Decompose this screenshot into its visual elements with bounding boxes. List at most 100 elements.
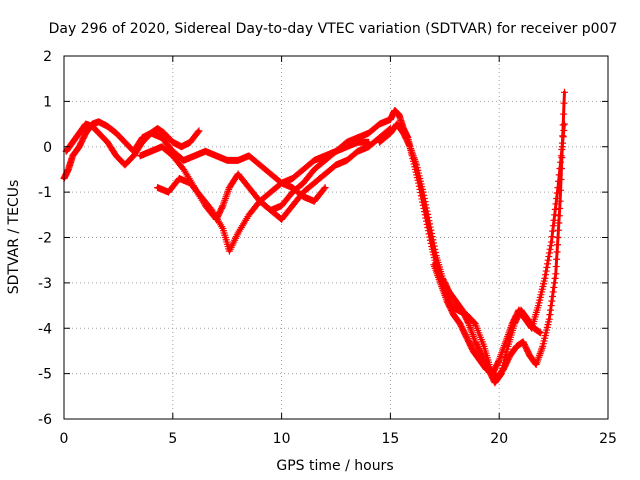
data-point bbox=[480, 353, 484, 357]
data-point bbox=[123, 140, 127, 144]
x-tick-label: 10 bbox=[273, 431, 291, 447]
data-point bbox=[378, 140, 382, 144]
data-point bbox=[247, 213, 251, 217]
x-tick-label: 25 bbox=[599, 431, 617, 447]
data-point bbox=[156, 186, 160, 190]
data-point bbox=[491, 372, 495, 376]
data-point bbox=[177, 177, 181, 181]
x-axis-label: GPS time / hours bbox=[276, 458, 393, 474]
data-point bbox=[182, 167, 186, 171]
data-point bbox=[334, 163, 338, 167]
data-point bbox=[482, 344, 486, 348]
data-point bbox=[171, 154, 175, 158]
data-point bbox=[345, 158, 349, 162]
data-point bbox=[114, 131, 118, 135]
data-point bbox=[162, 131, 166, 135]
data-point bbox=[473, 340, 477, 344]
y-tick-label: 1 bbox=[43, 94, 52, 110]
data-point bbox=[106, 140, 110, 144]
x-tick-label: 0 bbox=[60, 431, 69, 447]
data-point bbox=[258, 163, 262, 167]
data-point bbox=[227, 249, 231, 253]
data-point bbox=[84, 131, 88, 135]
series-arc-g bbox=[430, 120, 568, 378]
data-point bbox=[301, 195, 305, 199]
data-point bbox=[123, 163, 127, 167]
data-point bbox=[504, 340, 508, 344]
data-point bbox=[160, 136, 164, 140]
data-point bbox=[66, 167, 70, 171]
x-axis-ticks: 0 5 10 15 20 25 bbox=[60, 56, 617, 447]
data-point bbox=[497, 358, 501, 362]
data-point bbox=[397, 113, 401, 117]
data-point bbox=[562, 90, 566, 94]
data-point bbox=[203, 204, 207, 208]
data-point bbox=[460, 308, 464, 312]
data-point bbox=[247, 186, 251, 190]
data-point bbox=[149, 131, 153, 135]
series-arc-a bbox=[60, 118, 203, 183]
data-point bbox=[269, 208, 273, 212]
data-point bbox=[467, 322, 471, 326]
data-point bbox=[188, 140, 192, 144]
data-point bbox=[541, 344, 545, 348]
data-point bbox=[180, 145, 184, 149]
data-point bbox=[334, 149, 338, 153]
data-point bbox=[236, 172, 240, 176]
data-point bbox=[97, 120, 101, 124]
data-point bbox=[549, 240, 553, 244]
data-point bbox=[290, 177, 294, 181]
data-point bbox=[434, 254, 438, 258]
data-point bbox=[221, 204, 225, 208]
data-point bbox=[523, 317, 527, 321]
data-point bbox=[166, 190, 170, 194]
y-tick-label: -2 bbox=[38, 231, 52, 247]
series-arc-e bbox=[256, 88, 568, 382]
data-point bbox=[536, 304, 540, 308]
data-point bbox=[323, 172, 327, 176]
data-point bbox=[97, 131, 101, 135]
y-tick-label: -4 bbox=[38, 321, 52, 337]
data-point bbox=[528, 353, 532, 357]
data-point bbox=[90, 124, 94, 128]
data-series bbox=[60, 88, 568, 387]
data-point bbox=[182, 158, 186, 162]
data-point bbox=[388, 118, 392, 122]
data-point bbox=[534, 363, 538, 367]
data-point bbox=[521, 340, 525, 344]
data-point bbox=[345, 140, 349, 144]
data-point bbox=[432, 263, 436, 267]
data-point bbox=[156, 127, 160, 131]
data-point bbox=[530, 326, 534, 330]
data-point bbox=[221, 226, 225, 230]
data-point bbox=[356, 136, 360, 140]
series-markers bbox=[256, 88, 568, 382]
data-point bbox=[247, 154, 251, 158]
data-point bbox=[493, 381, 497, 385]
data-point bbox=[499, 372, 503, 376]
data-point bbox=[393, 108, 397, 112]
grid-lines bbox=[64, 56, 608, 419]
data-point bbox=[323, 186, 327, 190]
data-point bbox=[71, 140, 75, 144]
data-point bbox=[415, 163, 419, 167]
data-point bbox=[280, 217, 284, 221]
data-point bbox=[236, 231, 240, 235]
y-axis-ticks: -6 -5 -4 -3 -2 -1 0 1 2 bbox=[38, 49, 608, 428]
data-point bbox=[395, 122, 399, 126]
series-line bbox=[258, 90, 566, 380]
data-point bbox=[290, 204, 294, 208]
data-point bbox=[556, 186, 560, 190]
data-point bbox=[517, 308, 521, 312]
data-point bbox=[106, 124, 110, 128]
y-tick-label: -3 bbox=[38, 276, 52, 292]
data-point bbox=[138, 154, 142, 158]
y-axis-label: SDTVAR / TECUs bbox=[6, 180, 22, 295]
data-point bbox=[64, 149, 68, 153]
data-point bbox=[114, 154, 118, 158]
data-point bbox=[290, 190, 294, 194]
data-point bbox=[149, 149, 153, 153]
data-point bbox=[227, 186, 231, 190]
data-point bbox=[438, 281, 442, 285]
